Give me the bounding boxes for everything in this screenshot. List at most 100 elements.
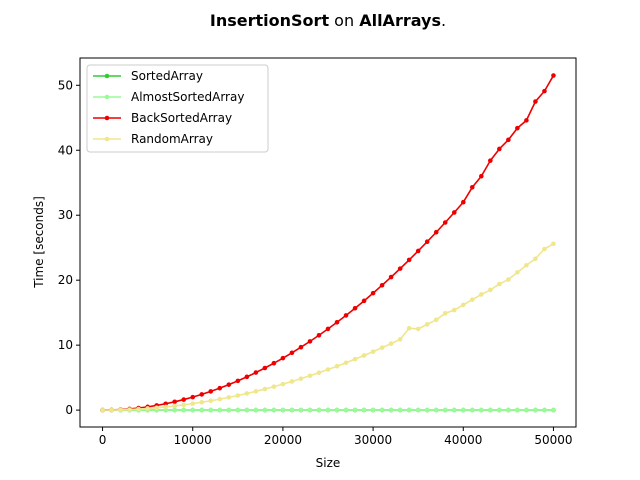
data-point [271, 407, 277, 413]
plot-frame [79, 57, 577, 428]
data-point [190, 407, 196, 413]
data-point [280, 407, 286, 413]
data-point [415, 326, 421, 332]
data-point [316, 370, 322, 375]
data-point [109, 407, 114, 413]
legend-marker [104, 73, 110, 79]
y-axis-label: Time [seconds] [32, 196, 46, 289]
data-point [506, 137, 511, 143]
data-point [217, 407, 223, 413]
data-point [515, 125, 520, 131]
data-point [325, 407, 331, 413]
data-point [397, 266, 403, 271]
data-point [533, 407, 538, 413]
legend-marker [104, 115, 110, 121]
data-point [397, 407, 403, 413]
data-point [370, 349, 376, 354]
data-point [460, 199, 466, 205]
data-point [289, 407, 295, 413]
data-point [524, 262, 529, 268]
data-point [253, 389, 259, 394]
data-point [334, 363, 340, 369]
data-point [334, 407, 340, 413]
legend-item: AlmostSortedArray [93, 90, 244, 104]
y-tick-label: 0 [65, 403, 73, 417]
chart-title: InsertionSort on AllArrays. [210, 11, 446, 30]
data-point [154, 405, 159, 411]
data-point [208, 407, 214, 413]
chart-title-connector: on [329, 11, 359, 30]
x-tick-label: 10000 [174, 433, 212, 447]
data-point [343, 360, 349, 366]
y-axis: 0 10 20 30 40 50 [58, 78, 80, 417]
data-point [469, 407, 475, 413]
data-point [235, 393, 241, 398]
data-point [542, 246, 547, 252]
data-point [442, 220, 448, 225]
data-point [262, 407, 268, 413]
data-point [217, 396, 223, 402]
data-point [533, 99, 538, 104]
legend-label: BackSortedArray [131, 111, 232, 125]
data-point [172, 407, 177, 413]
data-point [515, 407, 520, 413]
data-point [379, 345, 385, 350]
data-point [163, 401, 168, 407]
data-point [289, 379, 295, 384]
data-point [199, 399, 205, 405]
data-point [469, 297, 475, 302]
data-point [280, 355, 286, 361]
y-tick-label: 50 [58, 78, 73, 92]
data-point [497, 146, 502, 152]
data-point [542, 88, 547, 94]
data-point [181, 402, 187, 408]
data-point [469, 184, 475, 190]
data-point [163, 404, 168, 410]
data-point [172, 399, 177, 405]
data-point [488, 287, 493, 293]
data-point [199, 392, 205, 397]
data-point [352, 407, 358, 413]
data-point [226, 382, 232, 387]
data-point [298, 407, 304, 413]
data-point [190, 394, 196, 400]
data-point [460, 407, 466, 413]
data-point [136, 406, 141, 412]
data-point [451, 407, 457, 413]
data-point [515, 270, 520, 275]
data-point [172, 403, 177, 409]
data-point [343, 313, 349, 318]
data-point [127, 407, 132, 412]
data-point [226, 407, 232, 413]
data-point [244, 391, 250, 396]
data-point [307, 339, 313, 344]
data-point [271, 384, 277, 389]
data-point [524, 118, 529, 123]
data-point [298, 376, 304, 381]
data-point [379, 282, 385, 288]
data-point [181, 407, 187, 413]
x-tick-label: 20000 [264, 433, 302, 447]
legend-label: RandomArray [131, 132, 213, 146]
data-point [208, 398, 214, 404]
data-point [118, 407, 123, 413]
data-point [506, 407, 511, 413]
data-point [325, 367, 331, 372]
data-point [488, 407, 493, 413]
data-point [163, 407, 168, 413]
data-point [199, 407, 205, 413]
data-point [551, 73, 556, 78]
data-point [388, 407, 394, 413]
legend: SortedArray AlmostSortedArray BackSortedAr… [86, 64, 269, 153]
x-tick-label: 30000 [354, 433, 392, 447]
data-point [361, 353, 367, 358]
legend-marker [104, 136, 110, 142]
legend-label: SortedArray [131, 69, 203, 83]
data-point [145, 406, 150, 411]
chart-title-algorithm: InsertionSort [210, 11, 330, 30]
data-point [361, 298, 367, 304]
data-point [506, 277, 511, 282]
series-RandomArray [100, 241, 556, 413]
data-point [415, 248, 421, 254]
x-axis-label: Size [316, 456, 341, 470]
